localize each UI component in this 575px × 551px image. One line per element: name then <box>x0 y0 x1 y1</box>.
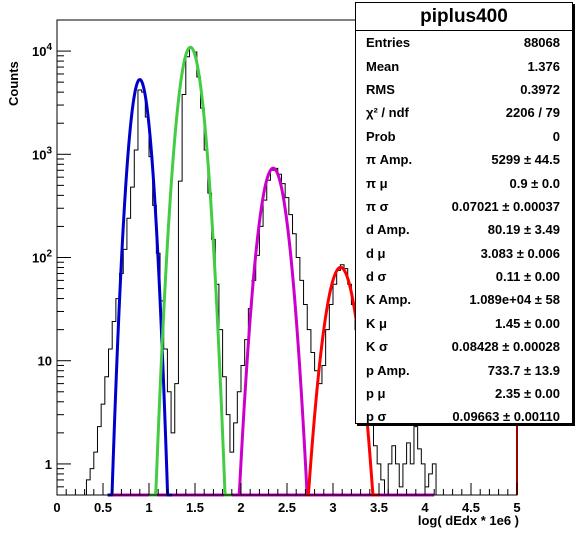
stats-value: 2.35 ± 0.00 <box>495 386 560 402</box>
stats-row: p σ 0.09663 ± 0.00110 <box>356 405 572 428</box>
stats-row: Entries 88068 <box>356 31 572 54</box>
stats-row: K σ 0.08428 ± 0.00028 <box>356 335 572 358</box>
x-tick-label: 4.5 <box>462 500 480 515</box>
stats-label: K μ <box>366 315 387 331</box>
stats-value: 88068 <box>523 35 560 51</box>
stats-label: K Amp. <box>366 292 412 308</box>
stats-label: p Amp. <box>366 362 410 378</box>
stats-row: π μ 0.9 ± 0.0 <box>356 171 572 194</box>
stats-label: π σ <box>366 198 389 214</box>
fit-curve-1 <box>107 78 172 497</box>
y-tick-label: 103 <box>32 145 52 162</box>
histogram-step-line <box>82 47 440 496</box>
y-axis-title: Counts <box>6 61 21 106</box>
x-tick-label: 0.5 <box>94 500 112 515</box>
stats-label: RMS <box>366 81 395 97</box>
stats-value: 2206 / 79 <box>505 105 560 121</box>
y-tick-label: 102 <box>32 249 52 266</box>
stats-row: K μ 1.45 ± 0.00 <box>356 312 572 335</box>
stats-value: 0.3972 <box>520 81 560 97</box>
stats-value: 733.7 ± 13.9 <box>487 362 560 378</box>
stats-row: Prob 0 <box>356 125 572 148</box>
stats-value: 80.19 ± 3.49 <box>487 222 560 238</box>
stats-row: d μ 3.083 ± 0.006 <box>356 242 572 265</box>
fit-curve-2 <box>149 45 237 497</box>
x-tick-label: 0 <box>53 500 60 515</box>
stats-title: piplus400 <box>356 3 572 31</box>
stats-value: 1.376 <box>527 58 560 74</box>
stats-label: π μ <box>366 175 388 191</box>
stats-value: 5299 ± 44.5 <box>491 152 560 168</box>
stats-value: 0.07021 ± 0.00037 <box>451 198 560 214</box>
stats-box: piplus400 Entries 88068 Mean 1.376 RMS 0.3972… <box>355 2 573 424</box>
x-tick-label: 2.5 <box>278 500 296 515</box>
stats-label: χ² / ndf <box>366 105 409 121</box>
stats-row: d Amp. 80.19 ± 3.49 <box>356 218 572 241</box>
stats-label: K σ <box>366 339 388 355</box>
stats-label: π Amp. <box>366 152 413 168</box>
stats-row: K Amp. 1.089e+04 ± 58 <box>356 288 572 311</box>
stats-value: 1.45 ± 0.00 <box>495 315 560 331</box>
stats-rows: Entries 88068 Mean 1.376 RMS 0.3972 χ² / ndf 22… <box>356 31 572 429</box>
y-tick-label: 10 <box>38 354 52 369</box>
stats-value: 0.9 ± 0.0 <box>509 175 560 191</box>
stats-label: d σ <box>366 269 387 285</box>
stats-value: 0.09663 ± 0.00110 <box>452 409 560 425</box>
stats-row: p μ 2.35 ± 0.00 <box>356 382 572 405</box>
stats-row: Mean 1.376 <box>356 54 572 77</box>
stats-row: d σ 0.11 ± 0.00 <box>356 265 572 288</box>
stats-value: 0.11 ± 0.00 <box>495 269 560 285</box>
x-tick-label: 1.5 <box>186 500 204 515</box>
stats-value: 0 <box>552 128 560 144</box>
stats-row: π Amp. 5299 ± 44.5 <box>356 148 572 171</box>
stats-row: π σ 0.07021 ± 0.00037 <box>356 195 572 218</box>
stats-row: χ² / ndf 2206 / 79 <box>356 101 572 124</box>
stats-label: p σ <box>366 409 387 425</box>
stats-label: Entries <box>366 35 411 51</box>
x-tick-label: 4 <box>421 500 429 515</box>
stats-label: Mean <box>366 58 400 74</box>
stats-value: 1.089e+04 ± 58 <box>469 292 560 308</box>
x-tick-label: 3.5 <box>370 500 388 515</box>
x-tick-label: 3 <box>329 500 336 515</box>
y-tick-label: 104 <box>32 42 52 59</box>
fit-curve-3 <box>231 166 315 497</box>
data-histogram <box>82 47 440 496</box>
x-tick-label: 2 <box>237 500 244 515</box>
stats-row: RMS 0.3972 <box>356 78 572 101</box>
stats-value: 3.083 ± 0.006 <box>480 245 560 261</box>
stats-value: 0.08428 ± 0.00028 <box>451 339 560 355</box>
stats-label: d μ <box>366 245 386 261</box>
x-tick-label: 5 <box>513 500 520 515</box>
y-tick-label: 1 <box>45 457 52 472</box>
stats-row: p Amp. 733.7 ± 13.9 <box>356 358 572 381</box>
stats-label: Prob <box>366 128 396 144</box>
x-axis-title: log( dEdx * 1e6 ) <box>417 513 519 528</box>
stats-label: p μ <box>366 386 386 402</box>
stats-label: d Amp. <box>366 222 410 238</box>
x-tick-label: 1 <box>145 500 152 515</box>
